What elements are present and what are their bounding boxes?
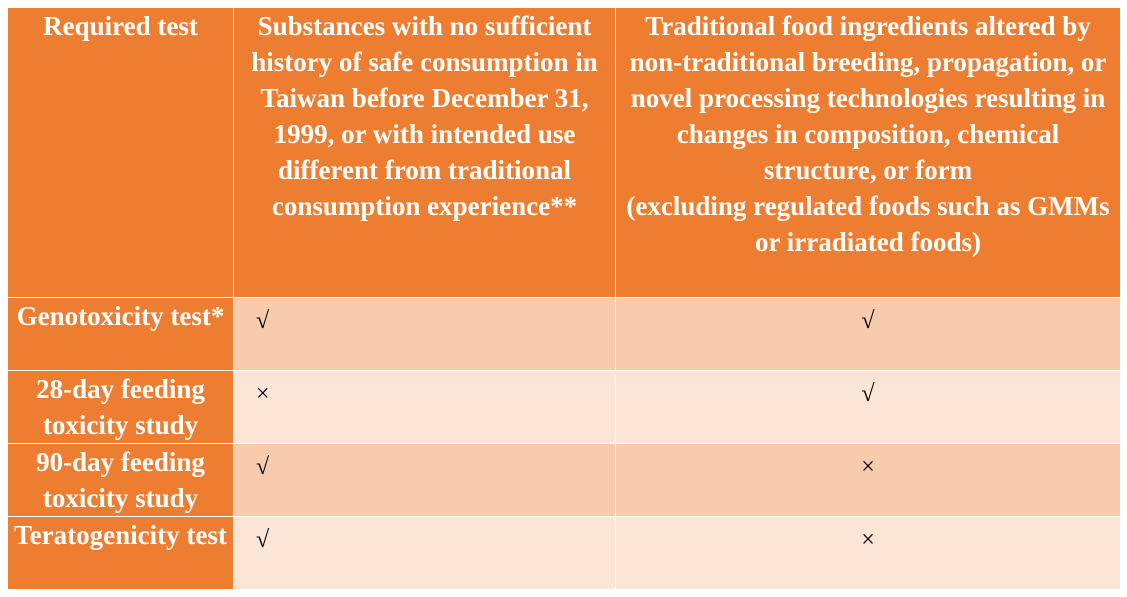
- test-name: 28-day feeding toxicity study: [7, 370, 234, 444]
- requirement-mark: √: [233, 297, 616, 371]
- test-name: Genotoxicity test*: [7, 297, 234, 371]
- body-row: Teratogenicity test √ ×: [7, 516, 1121, 590]
- body-row: 28-day feeding toxicity study × √: [7, 370, 1121, 444]
- requirement-mark: √: [233, 443, 616, 517]
- header-cell: Traditional food ingredients altered by …: [615, 7, 1121, 298]
- header-row: Required test Substances with no suffici…: [7, 7, 1121, 298]
- requirements-table: Required test Substances with no suffici…: [7, 7, 1121, 590]
- body-row: 90-day feeding toxicity study √ ×: [7, 443, 1121, 517]
- header-cell: Substances with no sufficient history of…: [233, 7, 616, 298]
- test-name: Teratogenicity test: [7, 516, 234, 590]
- test-name: 90-day feeding toxicity study: [7, 443, 234, 517]
- requirement-mark: √: [615, 297, 1121, 371]
- body-row: Genotoxicity test* √ √: [7, 297, 1121, 371]
- requirement-mark: √: [233, 516, 616, 590]
- header-note: (excluding regulated foods such as GMMs …: [626, 191, 1110, 257]
- requirement-mark: ×: [615, 443, 1121, 517]
- requirement-mark: ×: [615, 516, 1121, 590]
- requirement-mark: √: [615, 370, 1121, 444]
- header-text: Traditional food ingredients altered by …: [629, 11, 1107, 185]
- requirement-mark: ×: [233, 370, 616, 444]
- header-cell: Required test: [7, 7, 234, 298]
